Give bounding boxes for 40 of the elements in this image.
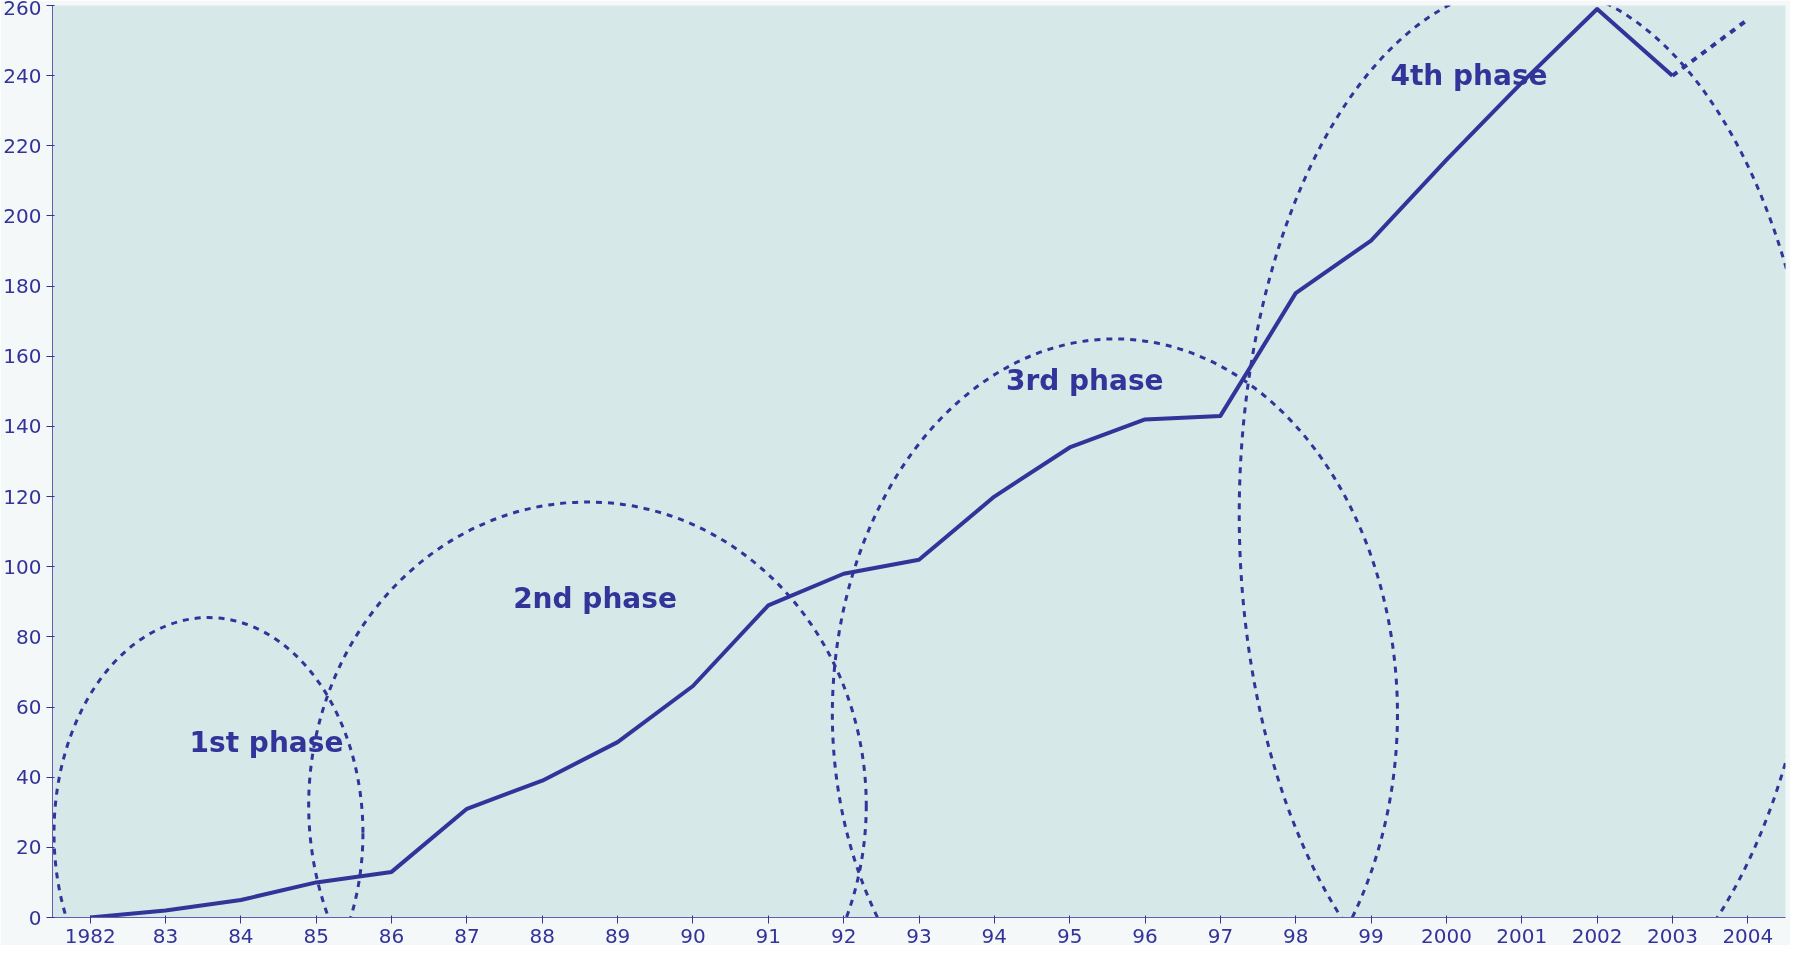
y-tick-label: 240	[3, 63, 42, 88]
annotation: 3rd phase	[1005, 364, 1164, 398]
x-tick-label: 94	[981, 923, 1008, 948]
y-tick-label: 260	[3, 0, 42, 20]
y-tick-label: 80	[16, 624, 42, 649]
y-tick-label: 120	[3, 484, 42, 509]
x-tick-label: 2003	[1647, 923, 1698, 948]
y-tick-label: 0	[28, 905, 42, 930]
annotation: 1st phase	[189, 725, 344, 759]
x-tick-label: 1982	[64, 923, 116, 948]
x-tick-label: 85	[303, 923, 329, 948]
y-tick-label: 180	[3, 274, 42, 299]
x-tick-label: 87	[454, 923, 480, 948]
annotation: 2nd phase	[513, 581, 677, 615]
x-tick-label: 95	[1056, 923, 1083, 948]
x-tick-label: 96	[1132, 923, 1158, 948]
y-tick-label: 200	[3, 203, 42, 228]
y-tick-label: 60	[16, 695, 42, 720]
y-tick-label: 20	[16, 835, 42, 860]
y-tick-label: 140	[3, 414, 42, 439]
x-tick-label: 88	[529, 923, 555, 948]
x-tick-label: 84	[228, 923, 254, 948]
x-tick-label: 2002	[1571, 923, 1623, 948]
x-tick-label: 90	[680, 923, 706, 948]
x-tick-label: 98	[1283, 923, 1309, 948]
y-tick-label: 100	[3, 554, 42, 579]
x-tick-label: 2001	[1496, 923, 1548, 948]
x-tick-label: 93	[906, 923, 932, 948]
x-tick-label: 92	[830, 923, 857, 948]
x-tick-label: 83	[152, 923, 179, 948]
x-tick-label: 89	[604, 923, 631, 948]
y-tick-label: 40	[16, 765, 42, 790]
x-tick-label: 2000	[1420, 923, 1472, 948]
y-tick-label: 160	[3, 344, 42, 369]
x-tick-label: 99	[1358, 923, 1384, 948]
x-tick-label: 91	[755, 923, 782, 948]
y-tick-label: 220	[3, 133, 42, 158]
x-tick-label: 97	[1207, 923, 1234, 948]
x-tick-label: 2004	[1722, 923, 1774, 948]
x-tick-label: 86	[378, 923, 405, 948]
